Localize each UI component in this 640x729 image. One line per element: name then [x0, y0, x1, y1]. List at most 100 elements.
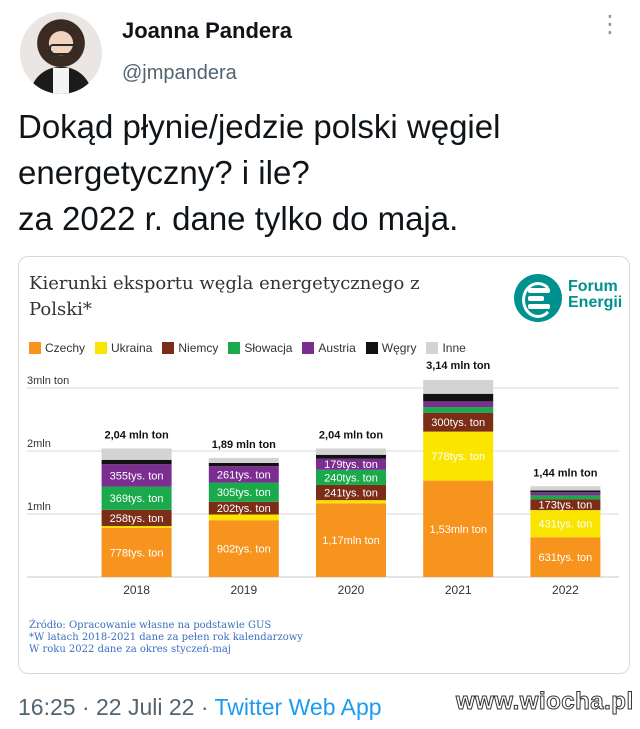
bar-segment-słowacja [530, 495, 601, 500]
bar-segment-austria [530, 492, 601, 496]
stacked-bar-chart: 3mln ton 2mln 1mln 778tys. ton 258tys. ton 36… [27, 360, 619, 597]
data-label: 305tys. ton [217, 487, 271, 499]
bar-segment-czechy [208, 520, 279, 577]
bar-segment-inne [101, 448, 172, 460]
legend-label: Niemcy [178, 341, 219, 355]
data-label: 431tys. ton [538, 519, 592, 531]
more-options-icon[interactable]: ⋮ [598, 11, 622, 38]
legend-swatch [29, 342, 41, 354]
legend-swatch [302, 342, 315, 354]
data-label: 1,53mln ton [429, 524, 486, 536]
bar-segment-ukraina [530, 510, 601, 538]
bar-segment-słowacja [316, 469, 386, 485]
author-avatar[interactable] [20, 12, 102, 94]
chart-title: Kierunki eksportu węgla energetycznego z… [29, 273, 420, 320]
legend-item-ukraina: Ukraina [95, 341, 152, 355]
bar-segment-inne [208, 457, 279, 463]
legend-swatch [365, 342, 378, 354]
legend-item-węgry: Węgry [365, 341, 417, 355]
data-label: 179tys. ton [324, 459, 378, 471]
tweet-text: Dokąd płynie/jedzie polski węgiel energe… [18, 108, 501, 237]
legend-item-austria: Austria [302, 341, 356, 355]
legend-label: Ukraina [111, 341, 153, 355]
bar-segment-czechy [101, 527, 172, 577]
data-label: 173tys. ton [538, 500, 592, 512]
avatar-shirt [53, 68, 69, 94]
bar-segment-inne [423, 379, 494, 394]
avatar-glasses [49, 44, 77, 55]
legend-label: Czechy [45, 341, 86, 355]
source-line-2: *W latach 2018-2021 dane za pełen rok ka… [29, 632, 303, 643]
legend-item-niemcy: Niemcy [162, 341, 218, 355]
x-tick-label: 2019 [230, 583, 257, 597]
data-label: 202tys. ton [217, 503, 271, 515]
author-handle[interactable]: @jmpandera [122, 62, 237, 84]
bar-segment-węgry [530, 490, 601, 493]
x-tick-label: 2021 [445, 583, 472, 597]
bar-segment-słowacja [208, 482, 279, 502]
bar-segment-ukraina [101, 526, 172, 528]
bar-segment-słowacja [101, 486, 172, 510]
x-tick-label: 2018 [123, 583, 150, 597]
tweet-timestamp[interactable]: 16:25 · 22 Juli 22 · Twitter Web App [18, 694, 382, 721]
data-label: 778tys. ton [110, 547, 164, 559]
data-label: 258tys. ton [110, 513, 164, 525]
bar-segment-inne [316, 448, 386, 455]
legend-swatch [162, 342, 175, 354]
bar-segment-austria [101, 464, 172, 487]
y-tick-label: 1mln [27, 501, 51, 513]
data-label: 631tys. ton [538, 552, 592, 564]
bar-segment-niemcy [423, 412, 494, 432]
bar-segment-ukraina [208, 514, 279, 521]
legend-label: Węgry [381, 341, 417, 355]
source-app-link[interactable]: Twitter Web App [214, 694, 382, 720]
bar-segment-niemcy [101, 509, 172, 527]
data-label: 902tys. ton [217, 544, 271, 556]
bar-total-label: 2,04 mln ton [319, 429, 383, 441]
bar-segment-węgry [208, 462, 279, 467]
legend-swatch [426, 342, 439, 354]
bar-segment-inne [530, 486, 601, 491]
bar-segment-austria [208, 466, 279, 483]
legend-swatch [228, 342, 241, 354]
chart-source-note: Źródło: Opracowanie własne na podstawie … [29, 620, 303, 656]
data-label: 369tys. ton [110, 493, 164, 505]
bar-segment-czechy [423, 480, 494, 577]
bar-segment-austria [423, 401, 494, 408]
forum-energii-logo-icon [514, 274, 562, 322]
legend-label: Słowacja [244, 341, 293, 355]
data-label: 261tys. ton [217, 469, 271, 481]
bar-segment-węgry [423, 393, 494, 402]
data-label: 1,17mln ton [322, 535, 379, 547]
bar-segment-austria [316, 458, 386, 470]
bar-segment-niemcy [530, 499, 601, 511]
legend-item-czechy: Czechy [29, 341, 85, 355]
bar-segment-czechy [316, 503, 386, 577]
y-tick-label: 3mln ton [27, 375, 69, 387]
data-label: 355tys. ton [110, 470, 164, 482]
legend-label: Austria [318, 341, 356, 355]
data-label: 240tys. ton [324, 472, 378, 484]
chart-legend: Czechy Ukraina Niemcy Słowacja Austria Węgry I… [29, 341, 466, 355]
bar-segment-niemcy [316, 484, 386, 501]
data-label: 778tys. ton [431, 451, 485, 463]
bar-total-label: 2,04 mln ton [105, 429, 169, 441]
x-tick-label: 2020 [338, 583, 365, 597]
bar-segment-niemcy [208, 501, 279, 515]
source-line-1: Źródło: Opracowanie własne na podstawie … [29, 620, 272, 631]
source-line-3: W roku 2022 dane za okres styczeń-maj [29, 644, 231, 655]
site-watermark: www.wiocha.pl [456, 688, 634, 716]
legend-label: Inne [442, 341, 466, 355]
data-label: 241tys. ton [324, 488, 378, 500]
bar-segment-ukraina [423, 431, 494, 481]
chart-image-card[interactable]: Kierunki eksportu węgla energetycznego z… [18, 256, 630, 674]
author-name[interactable]: Joanna Pandera [122, 18, 292, 43]
timestamp-text[interactable]: 16:25 · 22 Juli 22 · [18, 694, 215, 720]
bar-segment-słowacja [423, 407, 494, 413]
bar-segment-węgry [316, 454, 386, 459]
forum-energii-logo-text: Forum Energii [568, 278, 623, 311]
bar-segment-ukraina [316, 500, 386, 504]
legend-item-słowacja: Słowacja [228, 341, 292, 355]
bar-total-label: 1,89 mln ton [212, 439, 276, 451]
x-tick-label: 2022 [552, 583, 579, 597]
